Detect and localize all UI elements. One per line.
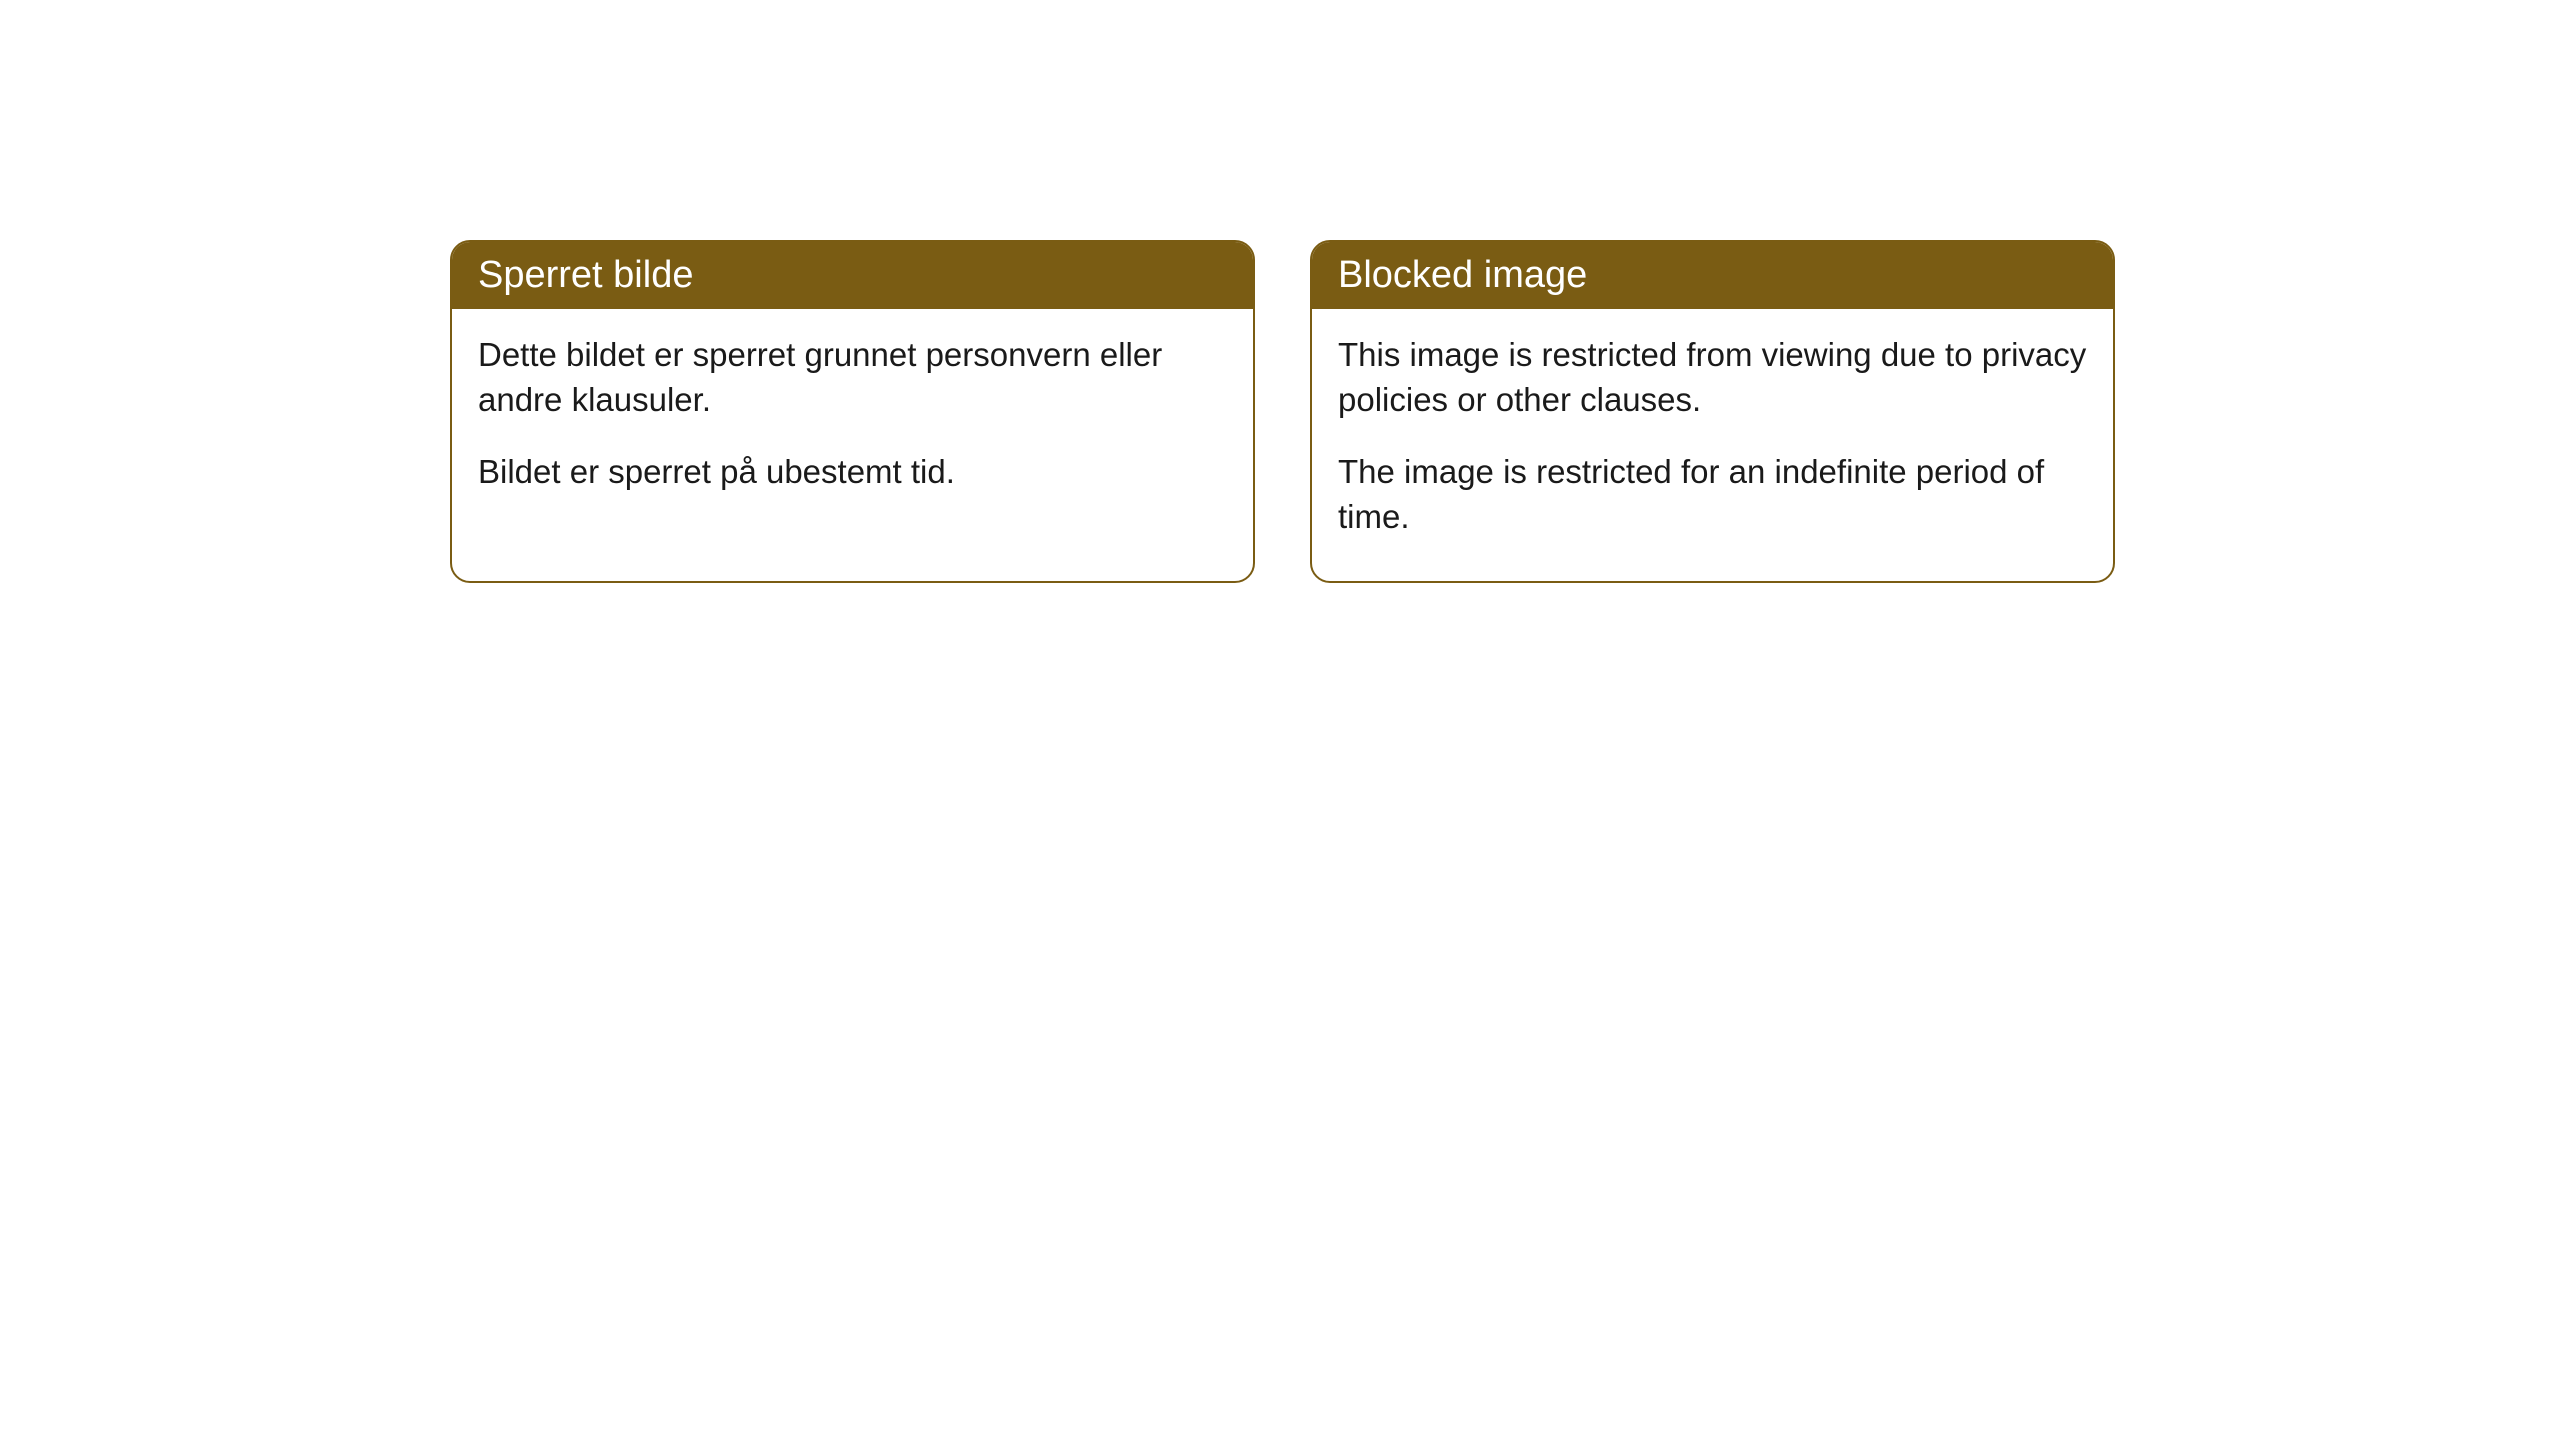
notice-paragraph-1: Dette bildet er sperret grunnet personve…: [478, 333, 1227, 422]
notice-cards-container: Sperret bilde Dette bildet er sperret gr…: [450, 240, 2560, 583]
card-body: This image is restricted from viewing du…: [1312, 309, 2113, 581]
notice-paragraph-2: Bildet er sperret på ubestemt tid.: [478, 450, 1227, 495]
card-header: Sperret bilde: [452, 242, 1253, 309]
notice-paragraph-2: The image is restricted for an indefinit…: [1338, 450, 2087, 539]
card-body: Dette bildet er sperret grunnet personve…: [452, 309, 1253, 537]
notice-paragraph-1: This image is restricted from viewing du…: [1338, 333, 2087, 422]
blocked-image-notice-english: Blocked image This image is restricted f…: [1310, 240, 2115, 583]
card-header: Blocked image: [1312, 242, 2113, 309]
card-title: Sperret bilde: [478, 254, 693, 296]
card-title: Blocked image: [1338, 254, 1587, 296]
blocked-image-notice-norwegian: Sperret bilde Dette bildet er sperret gr…: [450, 240, 1255, 583]
